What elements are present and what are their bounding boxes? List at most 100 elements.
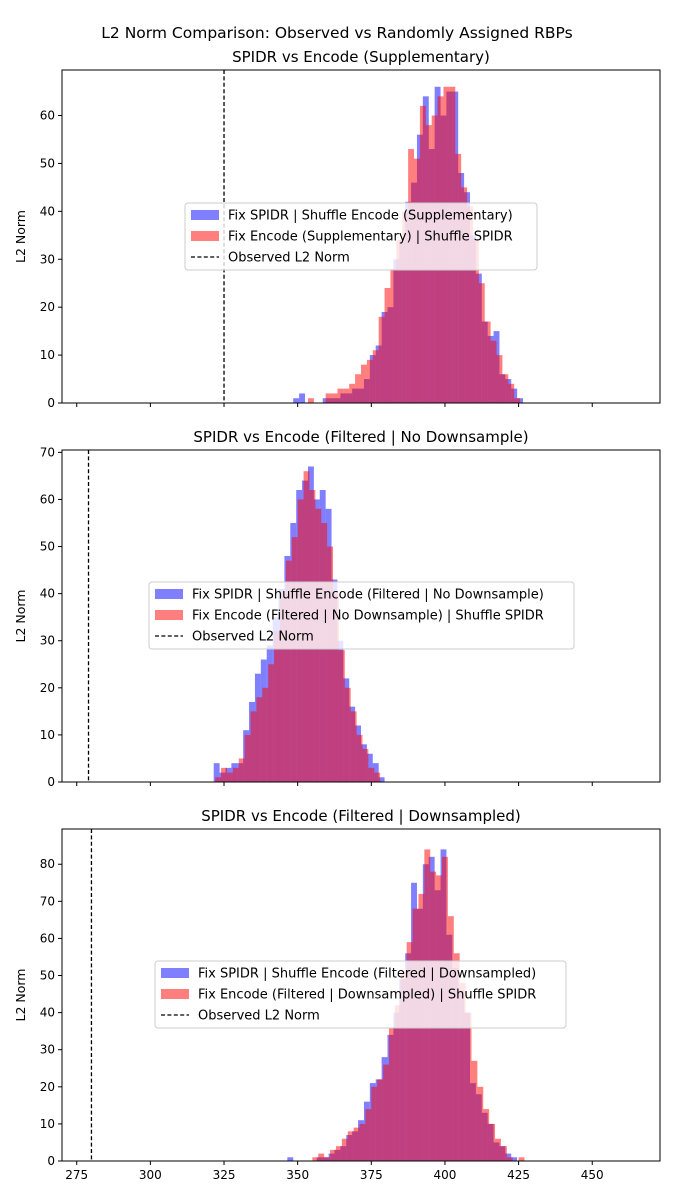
y-tick-label: 50 (40, 969, 55, 983)
histogram-bar (472, 240, 479, 403)
histogram-bar (262, 687, 269, 782)
histogram-bar (221, 767, 227, 782)
histogram-bar (337, 388, 344, 403)
y-tick-label: 50 (40, 156, 55, 170)
histogram-bar (256, 697, 263, 782)
legend-swatch (155, 610, 183, 620)
histogram-bar (489, 1123, 496, 1161)
legend-entry: Fix SPIDR | Shuffle Encode (Filtered | N… (192, 588, 544, 603)
histogram-bar (365, 1109, 372, 1161)
histogram-bar (287, 1157, 294, 1161)
histogram-bar (518, 1157, 525, 1161)
legend-entry: Observed L2 Norm (198, 1009, 320, 1024)
histogram-bar (362, 749, 369, 782)
histogram-bar (353, 1127, 360, 1161)
histogram-bar (307, 398, 314, 403)
histogram-bar (215, 777, 222, 782)
y-tick-label: 70 (40, 894, 55, 908)
histogram-bar (447, 916, 454, 1161)
legend-entry: Fix Encode (Filtered | No Downsample) | … (192, 609, 544, 624)
y-tick-label: 0 (47, 775, 55, 789)
legend: Fix SPIDR | Shuffle Encode (Filtered | N… (148, 581, 575, 650)
histogram-bar (502, 374, 509, 403)
histogram-bar (244, 734, 251, 782)
y-tick-label: 50 (40, 540, 55, 554)
y-tick-label: 60 (40, 931, 55, 945)
y-tick-label: 30 (40, 252, 55, 266)
y-tick-label: 20 (40, 300, 55, 314)
histogram-bar (383, 1064, 389, 1161)
histogram-bar (293, 398, 300, 403)
histogram-bar (374, 772, 381, 782)
histogram-bar (268, 664, 275, 782)
histogram-bar (408, 149, 415, 403)
histogram-bar (350, 711, 357, 782)
histogram-bar (366, 359, 373, 403)
legend-swatch (191, 210, 219, 220)
histogram-bar (213, 763, 220, 782)
y-axis-label: L2 Norm (13, 210, 28, 263)
histogram-bar (455, 153, 462, 403)
y-tick-label: 10 (40, 348, 55, 362)
histogram-bar (484, 321, 491, 403)
histogram-bar (378, 316, 385, 403)
legend-box (154, 960, 567, 1029)
x-tick-label: 350 (286, 1168, 309, 1182)
legend-swatch (161, 989, 189, 999)
histogram-bar (465, 1012, 472, 1161)
histogram-bar (402, 211, 409, 403)
panel-2: SPIDR vs Encode (Filtered | No Downsampl… (13, 428, 661, 789)
histogram-bar (390, 268, 397, 403)
y-tick-label: 60 (40, 109, 55, 123)
histogram-bar (394, 1005, 401, 1161)
x-tick-label: 400 (434, 1168, 457, 1182)
legend-entry: Observed L2 Norm (192, 630, 314, 645)
histogram-bar (333, 593, 339, 782)
histogram-bar (324, 1157, 331, 1161)
histogram-bar (496, 355, 503, 403)
histogram-bar (514, 398, 521, 403)
axes-frame (61, 828, 661, 1162)
histogram-bar (471, 1060, 478, 1161)
histogram-bar (274, 631, 280, 782)
y-tick-label: 0 (47, 396, 55, 410)
histogram-bar (388, 1027, 395, 1161)
figure-suptitle: L2 Norm Comparison: Observed vs Randomly… (101, 24, 572, 42)
panel-1: SPIDR vs Encode (Supplementary) 0 10 20 30 40… (13, 48, 661, 410)
legend-entry: Fix SPIDR | Shuffle Encode (Filtered | D… (198, 967, 536, 982)
y-tick-label: 60 (40, 492, 55, 506)
histogram-bar (330, 1149, 336, 1161)
histogram-bar (400, 971, 407, 1161)
panel-title: SPIDR vs Encode (Filtered | Downsampled) (201, 807, 521, 825)
histogram-bar (453, 953, 460, 1161)
y-tick-label: 70 (40, 445, 55, 459)
histogram-bar (312, 1157, 319, 1161)
y-tick-label: 40 (40, 587, 55, 601)
legend-swatch (161, 968, 189, 978)
histogram-bar (344, 687, 351, 782)
panel-title: SPIDR vs Encode (Supplementary) (232, 48, 490, 66)
histogram-bar (359, 1123, 366, 1161)
histogram-bar (414, 158, 420, 403)
histogram-bar (459, 982, 466, 1161)
y-tick-label: 30 (40, 1043, 55, 1057)
y-tick-label: 40 (40, 1006, 55, 1020)
legend-entry: Fix Encode (Supplementary) | Shuffle SPI… (228, 230, 513, 245)
histogram-bar (291, 537, 298, 782)
histogram-bar (511, 1157, 518, 1161)
histogram-bar (396, 240, 403, 403)
histogram-bar (279, 593, 286, 782)
histogram-bar (335, 1146, 342, 1161)
histogram-bar (347, 1131, 354, 1161)
legend-entry: Fix SPIDR | Shuffle Encode (Supplementar… (228, 209, 513, 224)
y-tick-label: 30 (40, 634, 55, 648)
legend: Fix SPIDR | Shuffle Encode (Filtered | D… (154, 960, 567, 1029)
histogram-bar (372, 350, 379, 403)
legend-swatch (155, 589, 183, 599)
x-tick-label: 425 (507, 1168, 530, 1182)
histogram-bar (331, 393, 338, 403)
histogram-bar (341, 1138, 348, 1161)
histogram-bar (495, 1138, 501, 1161)
histogram-bar (483, 1109, 490, 1161)
y-tick-label: 10 (40, 1117, 55, 1131)
